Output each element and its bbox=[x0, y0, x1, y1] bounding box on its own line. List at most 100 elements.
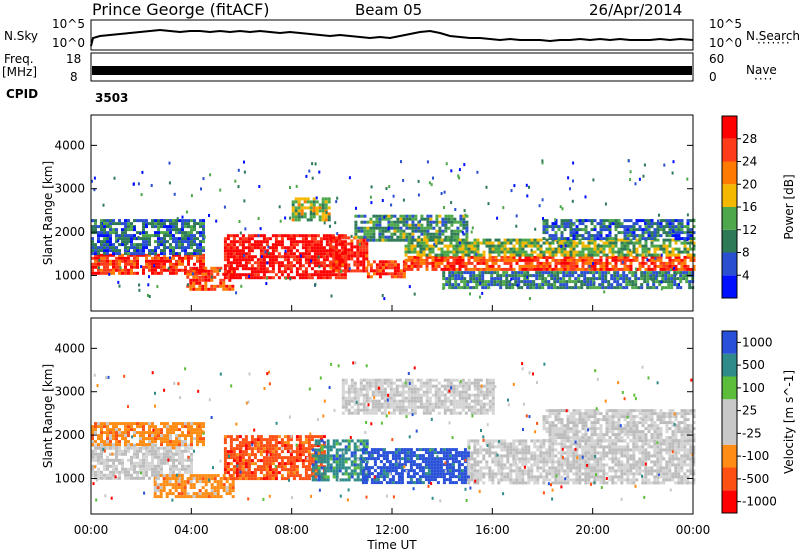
axes-layer: 00:00 04:00 08:00 12:00 16:00 20:00 00:00 Time … bbox=[74, 523, 711, 552]
colorbar-swatch bbox=[722, 331, 737, 354]
scatter-band bbox=[329, 236, 369, 273]
colorbar-tick-label: 28 bbox=[742, 132, 757, 146]
colorbar-tick-label: -25 bbox=[742, 426, 762, 440]
colorbar-tick-label: 20 bbox=[742, 177, 757, 191]
colorbar-swatch bbox=[722, 422, 737, 445]
nsky-label: N.Sky bbox=[4, 29, 39, 43]
scatter-band bbox=[442, 271, 695, 290]
velocity-colorbar: 1000 500 100 25 -25 -100 -500 -1000 Velocity [m … bbox=[721, 330, 796, 514]
scatter-band bbox=[153, 474, 235, 499]
nsky-top-tick: 10^5 bbox=[52, 17, 85, 31]
y-tick-label: 1000 bbox=[54, 268, 85, 282]
freq-unit-label: [MHz] bbox=[2, 65, 38, 79]
nsearch-label: N.Search bbox=[746, 29, 800, 43]
scatter-band bbox=[542, 409, 696, 443]
colorbar-swatch bbox=[722, 444, 737, 468]
scatter-band bbox=[542, 219, 696, 241]
colorbar-swatch bbox=[722, 116, 737, 139]
colorbar-swatch bbox=[722, 275, 737, 298]
colorbar-tick-label: 4 bbox=[742, 268, 750, 282]
nave-bottom-tick: 0 bbox=[709, 70, 717, 84]
y-tick-label: 4000 bbox=[54, 341, 85, 355]
colorbar-tick-label: 25 bbox=[742, 404, 757, 418]
freq-trace-band bbox=[92, 66, 692, 75]
x-tick-label: 00:00 bbox=[676, 523, 711, 537]
colorbar-swatch bbox=[722, 161, 737, 185]
x-tick-label: 20:00 bbox=[575, 523, 610, 537]
colorbar-swatch bbox=[722, 376, 737, 400]
sparse-echoes bbox=[91, 159, 695, 301]
colorbar-tick-label: -1000 bbox=[742, 495, 777, 509]
scatter-band bbox=[291, 197, 331, 222]
date-title: 26/Apr/2014 bbox=[589, 1, 683, 19]
colorbar-tick-label: 1000 bbox=[742, 335, 773, 349]
nave-label: Nave bbox=[746, 63, 777, 77]
scatter-band bbox=[91, 253, 205, 275]
scatter-band bbox=[404, 255, 696, 271]
y-axis-label: Slant Range [km] bbox=[41, 161, 55, 265]
scatter-band bbox=[361, 448, 470, 485]
colorbar-tick-label: 500 bbox=[742, 358, 765, 372]
velocity-panel: 1000 2000 3000 4000 Slant Range [km] bbox=[41, 317, 696, 515]
freq-top-tick: 18 bbox=[66, 52, 82, 66]
x-tick-label: 08:00 bbox=[274, 523, 309, 537]
y-tick-label: 3000 bbox=[54, 182, 85, 196]
scatter-band bbox=[467, 439, 696, 485]
scatter-band bbox=[354, 214, 469, 242]
colorbar-swatch bbox=[722, 207, 737, 230]
colorbar-tick-label: 24 bbox=[742, 155, 757, 169]
freq-bottom-tick: 8 bbox=[70, 70, 78, 84]
colorbar-swatch bbox=[722, 252, 737, 276]
scatter-band bbox=[341, 378, 495, 415]
sparse-echoes bbox=[92, 361, 694, 503]
nsky-panel-frame bbox=[90, 19, 694, 51]
nsky-bottom-tick: 10^0 bbox=[52, 36, 85, 50]
colorbar-tick-label: 16 bbox=[742, 200, 757, 214]
colorbar-tick-label: 100 bbox=[742, 381, 765, 395]
colorbar-swatch bbox=[722, 353, 737, 377]
freq-panel-frame bbox=[90, 52, 694, 82]
nsearch-dots: ······· bbox=[757, 36, 791, 50]
y-axis-label: Slant Range [km] bbox=[41, 364, 55, 468]
scatter-band bbox=[311, 439, 369, 482]
y-tick-label: 3000 bbox=[54, 385, 85, 399]
colorbar-label: Velocity [m s^-1] bbox=[782, 370, 796, 474]
scatter-band bbox=[91, 422, 205, 447]
colorbar-label: Power [dB] bbox=[782, 174, 796, 239]
colorbar-swatch bbox=[722, 467, 737, 491]
x-tick-label: 12:00 bbox=[375, 523, 410, 537]
beam-title: Beam 05 bbox=[355, 1, 423, 19]
y-tick-label: 2000 bbox=[54, 428, 85, 442]
x-axis-label: Time UT bbox=[366, 538, 417, 552]
colorbar-tick-label: 12 bbox=[742, 223, 757, 237]
nsearch-bottom-tick: 10^0 bbox=[709, 36, 742, 50]
colorbar-swatch bbox=[722, 399, 737, 422]
y-tick-label: 2000 bbox=[54, 225, 85, 239]
colorbar-swatch bbox=[722, 184, 737, 207]
colorbar-swatch bbox=[722, 490, 737, 513]
station-title: Prince George (fitACF) bbox=[92, 0, 270, 19]
x-tick-label: 04:00 bbox=[174, 523, 209, 537]
colorbar-tick-label: -100 bbox=[742, 449, 769, 463]
cpid-value: 3503 bbox=[95, 91, 129, 105]
x-tick-label: 00:00 bbox=[74, 523, 109, 537]
scatter-band bbox=[223, 435, 326, 481]
cpid-label: CPID bbox=[6, 87, 39, 101]
scatter-band bbox=[404, 238, 696, 257]
y-tick-label: 4000 bbox=[54, 138, 85, 152]
colorbar-swatch bbox=[722, 138, 737, 162]
nave-dots: ···· bbox=[754, 72, 774, 86]
nave-top-tick: 60 bbox=[709, 52, 725, 66]
power-colorbar: 4 8 12 16 20 24 28 Power [dB] bbox=[721, 115, 796, 299]
y-tick-label: 1000 bbox=[54, 471, 85, 485]
freq-label: Freq. bbox=[4, 52, 34, 66]
scatter-band bbox=[223, 234, 347, 280]
colorbar-swatch bbox=[722, 229, 737, 253]
power-panel: 1000 2000 3000 4000 Slant Range [km] bbox=[41, 114, 696, 312]
colorbar-tick-label: -500 bbox=[742, 472, 769, 486]
x-tick-label: 16:00 bbox=[475, 523, 510, 537]
colorbar-tick-label: 8 bbox=[742, 246, 750, 260]
nsearch-top-tick: 10^5 bbox=[709, 17, 742, 31]
scatter-band bbox=[366, 260, 406, 279]
